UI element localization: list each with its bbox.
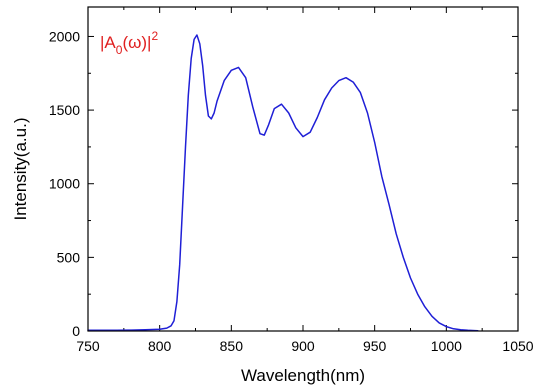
x-axis-title: Wavelength(nm) xyxy=(241,366,365,385)
x-tick-label: 850 xyxy=(220,338,244,354)
x-tick-label: 800 xyxy=(148,338,172,354)
series-line xyxy=(87,34,479,332)
x-tick-label: 900 xyxy=(291,338,315,354)
y-tick-label: 500 xyxy=(57,249,81,265)
annotation-subscript: 0 xyxy=(116,43,123,57)
x-tick-label: 1050 xyxy=(502,338,533,354)
y-axis-title: Intensity(a.u.) xyxy=(11,118,30,221)
y-tick-label: 0 xyxy=(72,323,80,339)
y-tick-label: 1500 xyxy=(49,102,80,118)
x-tick-label: 950 xyxy=(363,338,387,354)
annotation-part-a: |A xyxy=(100,33,116,52)
y-tick-label: 1000 xyxy=(49,176,80,192)
spectrum-annotation: |A0(ω)|2 xyxy=(100,29,158,57)
plot-frame xyxy=(87,6,519,332)
x-tick-label: 750 xyxy=(76,338,100,354)
ticks-layer: 750 800 850 900 950 1000 1050 0 500 1000 1500 2000 xyxy=(49,7,534,354)
annotation-superscript: 2 xyxy=(151,29,158,43)
annotation-part-omega: (ω)| xyxy=(122,33,151,52)
x-tick-label: 1000 xyxy=(431,338,462,354)
y-tick-label: 2000 xyxy=(49,28,80,44)
